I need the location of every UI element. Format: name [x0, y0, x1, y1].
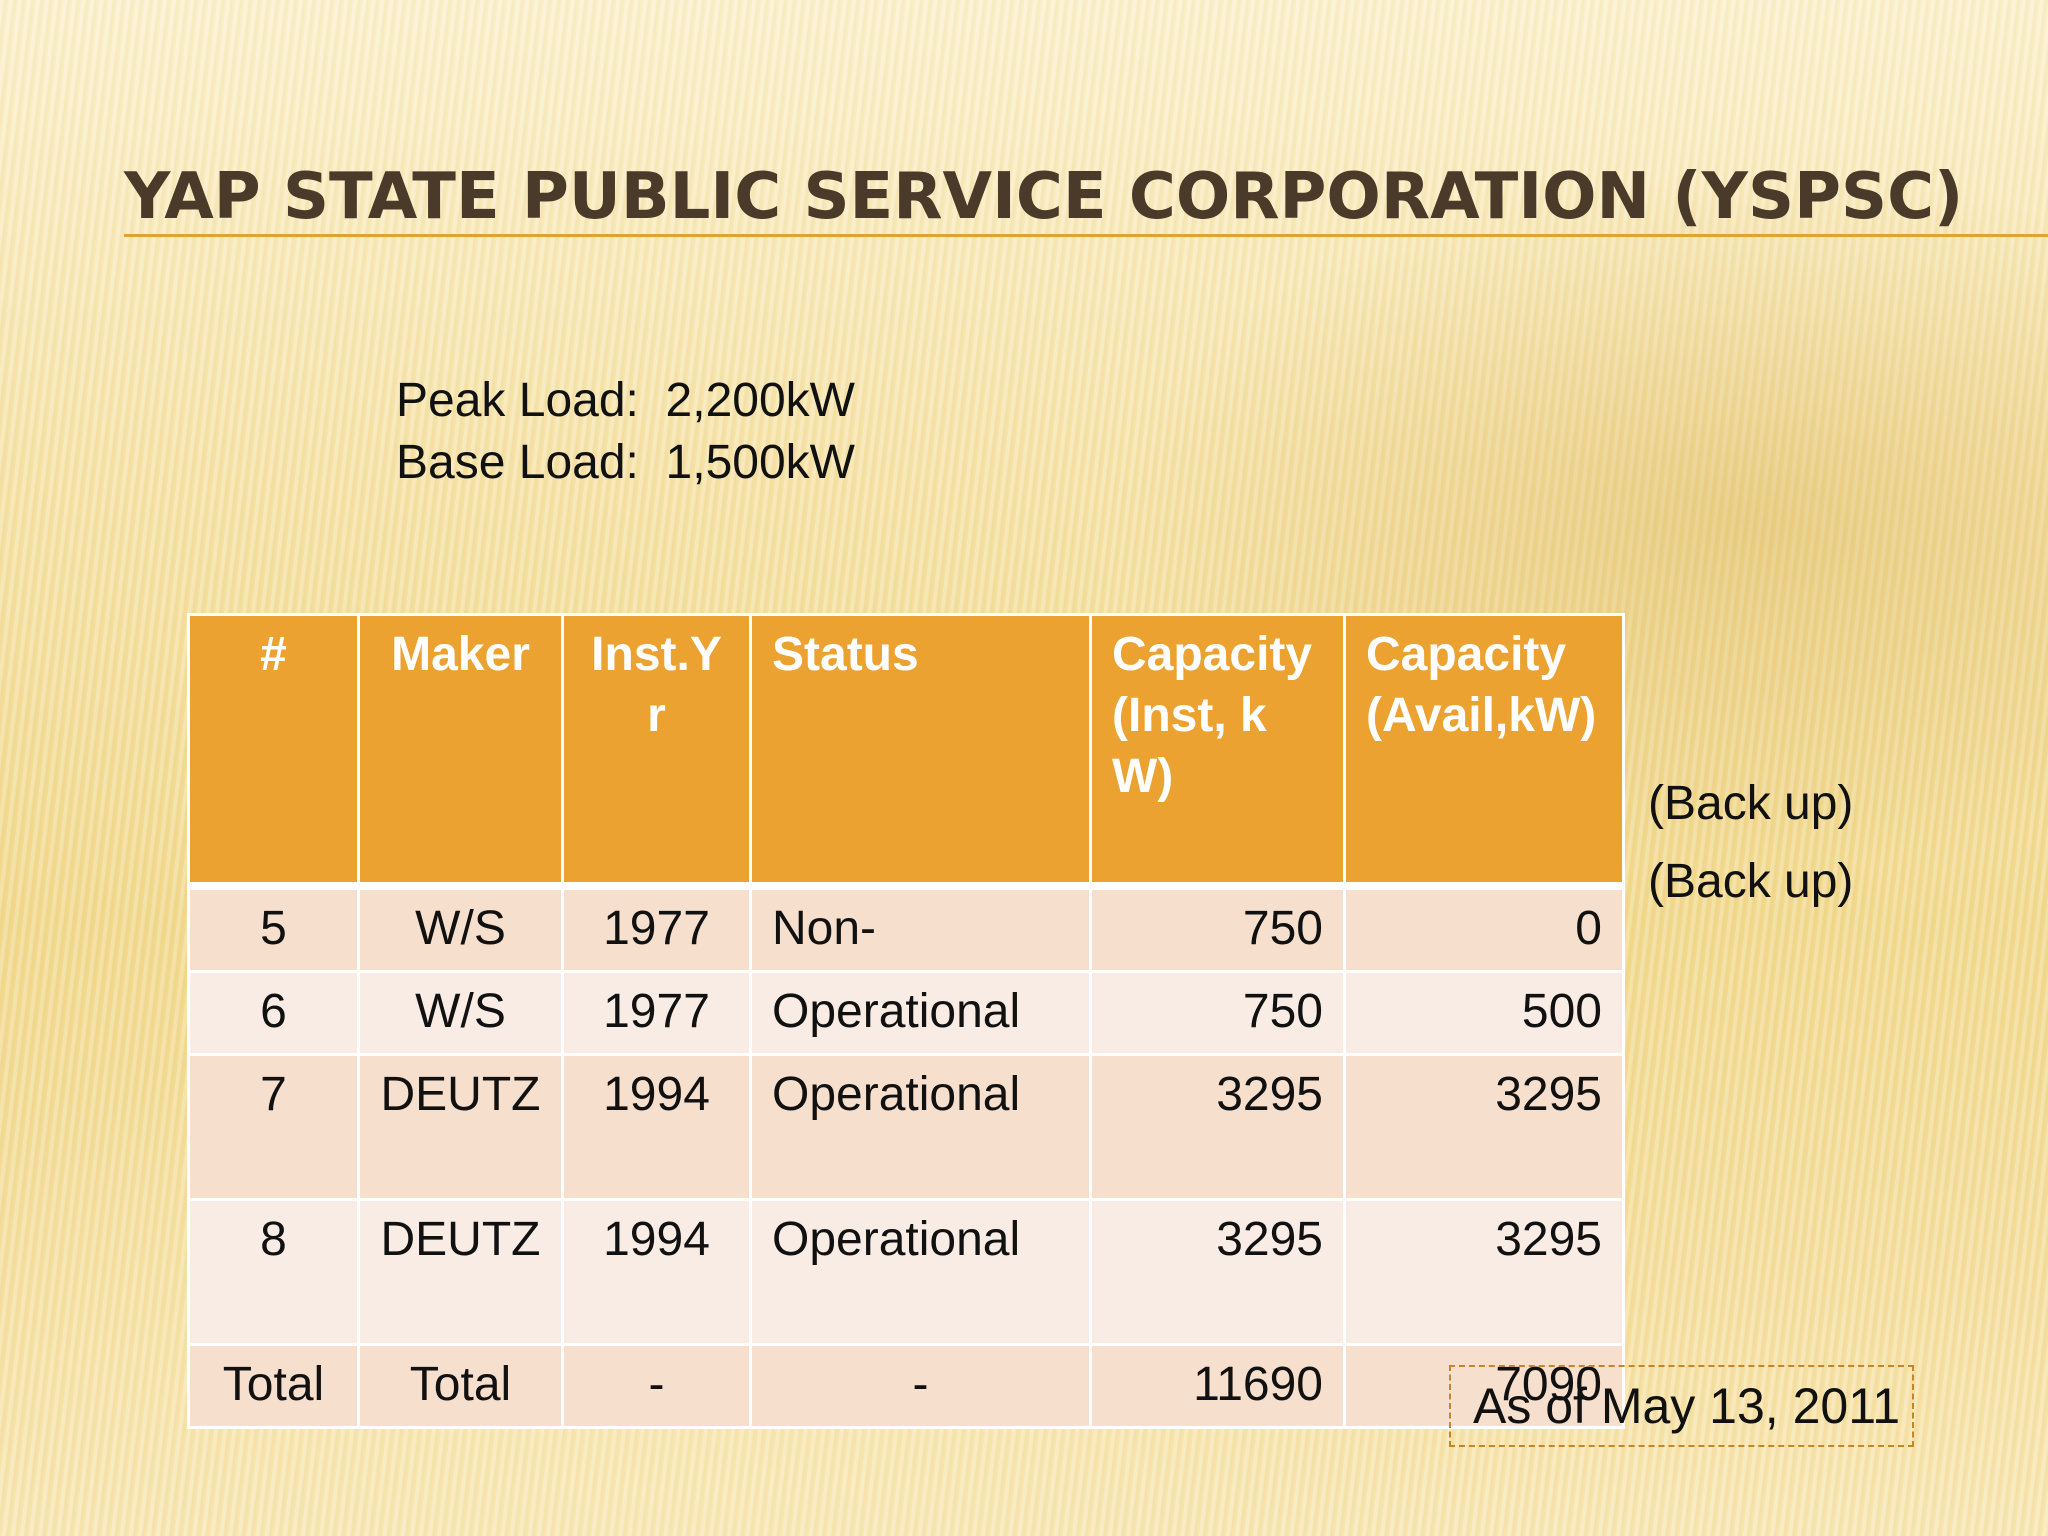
- table-row: 6 W/S 1977 Operational 750 500: [187, 970, 1625, 1056]
- slide-title: YAP STATE PUBLIC SERVICE CORPORATION (YS…: [124, 160, 1964, 234]
- cell-number: 7: [187, 1053, 360, 1201]
- table-total-row: Total Total - - 11690 7090: [187, 1343, 1625, 1429]
- cell-capacity-inst: 3295: [1089, 1053, 1346, 1201]
- cell-maker: DEUTZ: [357, 1053, 564, 1201]
- cell-inst-yr: -: [561, 1343, 752, 1429]
- cell-capacity-avail: 500: [1343, 970, 1625, 1056]
- cell-capacity-inst: 750: [1089, 884, 1346, 973]
- cell-status: Non-: [749, 884, 1092, 973]
- backup-note: (Back up): [1648, 855, 1854, 908]
- peak-load: Peak Load: 2,200kW: [396, 374, 855, 427]
- base-load: Base Load: 1,500kW: [396, 436, 855, 489]
- cell-capacity-inst: 750: [1089, 970, 1346, 1056]
- title-underline: [124, 234, 2048, 237]
- cell-capacity-avail: 3295: [1343, 1198, 1625, 1346]
- cell-maker: W/S: [357, 884, 564, 973]
- header-maker: Maker: [357, 613, 564, 890]
- table-header-row: # Maker Inst.Yr Status Capacity (Inst, k…: [187, 613, 1625, 890]
- generator-table: # Maker Inst.Yr Status Capacity (Inst, k…: [187, 613, 1625, 1429]
- cell-inst-yr: 1994: [561, 1198, 752, 1346]
- table-row: 8 DEUTZ 1994 Operational 3295 3295: [187, 1198, 1625, 1346]
- cell-status: Operational: [749, 1198, 1092, 1346]
- cell-status: Operational: [749, 970, 1092, 1056]
- cell-capacity-inst: 11690: [1089, 1343, 1346, 1429]
- table-row: 5 W/S 1977 Non- 750 0: [187, 884, 1625, 973]
- cell-number: 8: [187, 1198, 360, 1346]
- header-capacity-inst: Capacity (Inst, kW): [1089, 613, 1346, 890]
- header-number: #: [187, 613, 360, 890]
- header-capacity-avail: Capacity (Avail,kW): [1343, 613, 1625, 890]
- cell-inst-yr: 1994: [561, 1053, 752, 1201]
- header-inst-yr: Inst.Yr: [561, 613, 752, 890]
- cell-capacity-avail: 0: [1343, 884, 1625, 973]
- cell-inst-yr: 1977: [561, 970, 752, 1056]
- table-row: 7 DEUTZ 1994 Operational 3295 3295: [187, 1053, 1625, 1201]
- cell-number: 5: [187, 884, 360, 973]
- cell-inst-yr: 1977: [561, 884, 752, 973]
- cell-status: -: [749, 1343, 1092, 1429]
- cell-capacity-inst: 3295: [1089, 1198, 1346, 1346]
- header-status: Status: [749, 613, 1092, 890]
- as-of-date: As of May 13, 2011: [1449, 1365, 1914, 1447]
- cell-maker: DEUTZ: [357, 1198, 564, 1346]
- cell-number: Total: [187, 1343, 360, 1429]
- cell-maker: Total: [357, 1343, 564, 1429]
- cell-maker: W/S: [357, 970, 564, 1056]
- backup-note: (Back up): [1648, 777, 1854, 830]
- load-summary: Peak Load: 2,200kW Base Load: 1,500kW: [396, 370, 855, 494]
- cell-number: 6: [187, 970, 360, 1056]
- cell-capacity-avail: 3295: [1343, 1053, 1625, 1201]
- cell-status: Operational: [749, 1053, 1092, 1201]
